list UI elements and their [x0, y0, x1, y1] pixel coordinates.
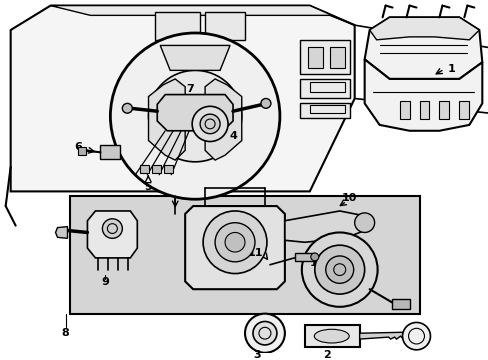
Circle shape — [148, 70, 241, 162]
Bar — [458, 102, 468, 119]
Bar — [70, 196, 419, 314]
Circle shape — [224, 233, 244, 252]
Circle shape — [215, 223, 254, 262]
Bar — [419, 102, 428, 119]
Bar — [204, 13, 244, 40]
Polygon shape — [56, 226, 67, 238]
Bar — [304, 325, 359, 347]
Polygon shape — [285, 211, 364, 242]
Bar — [155, 13, 200, 40]
Bar — [100, 145, 120, 159]
Bar — [329, 47, 344, 68]
Circle shape — [102, 219, 122, 238]
Circle shape — [122, 103, 132, 113]
Text: 6: 6 — [74, 143, 82, 152]
Circle shape — [310, 253, 318, 261]
Bar — [309, 82, 344, 92]
Polygon shape — [11, 6, 354, 192]
Bar — [307, 47, 322, 68]
Bar — [294, 253, 314, 261]
Circle shape — [354, 213, 374, 233]
Ellipse shape — [314, 329, 348, 343]
Bar — [152, 165, 161, 173]
Text: 12: 12 — [309, 258, 325, 268]
Polygon shape — [87, 211, 137, 258]
Text: 10: 10 — [341, 193, 357, 203]
Bar — [309, 105, 344, 113]
Polygon shape — [364, 17, 481, 79]
Text: 9: 9 — [101, 277, 109, 287]
Circle shape — [200, 114, 220, 134]
Circle shape — [244, 314, 285, 353]
Polygon shape — [359, 332, 406, 339]
Polygon shape — [204, 79, 241, 160]
Bar — [299, 40, 349, 74]
Polygon shape — [369, 17, 478, 40]
Bar — [299, 103, 349, 118]
Text: 3: 3 — [253, 350, 260, 360]
Polygon shape — [160, 45, 229, 70]
Bar — [140, 165, 149, 173]
Bar — [78, 147, 86, 155]
Circle shape — [110, 33, 279, 199]
Bar — [439, 102, 448, 119]
Bar — [399, 102, 408, 119]
Circle shape — [192, 106, 227, 141]
Text: 7: 7 — [186, 84, 194, 94]
Circle shape — [261, 99, 270, 108]
Text: 1: 1 — [447, 64, 454, 74]
Text: 11: 11 — [247, 248, 262, 258]
Bar — [299, 79, 349, 99]
Text: 8: 8 — [61, 328, 69, 338]
Bar — [391, 299, 408, 309]
Polygon shape — [50, 6, 354, 25]
Circle shape — [325, 256, 353, 283]
Circle shape — [314, 245, 364, 294]
Circle shape — [402, 323, 429, 350]
Text: 5: 5 — [144, 181, 152, 192]
Circle shape — [252, 321, 276, 345]
Text: 2: 2 — [322, 350, 330, 360]
Text: 4: 4 — [228, 131, 237, 141]
Circle shape — [203, 211, 266, 274]
Circle shape — [301, 233, 377, 307]
Polygon shape — [148, 79, 185, 160]
Polygon shape — [157, 95, 233, 131]
Polygon shape — [185, 206, 285, 289]
Polygon shape — [364, 59, 481, 131]
Bar — [164, 165, 173, 173]
